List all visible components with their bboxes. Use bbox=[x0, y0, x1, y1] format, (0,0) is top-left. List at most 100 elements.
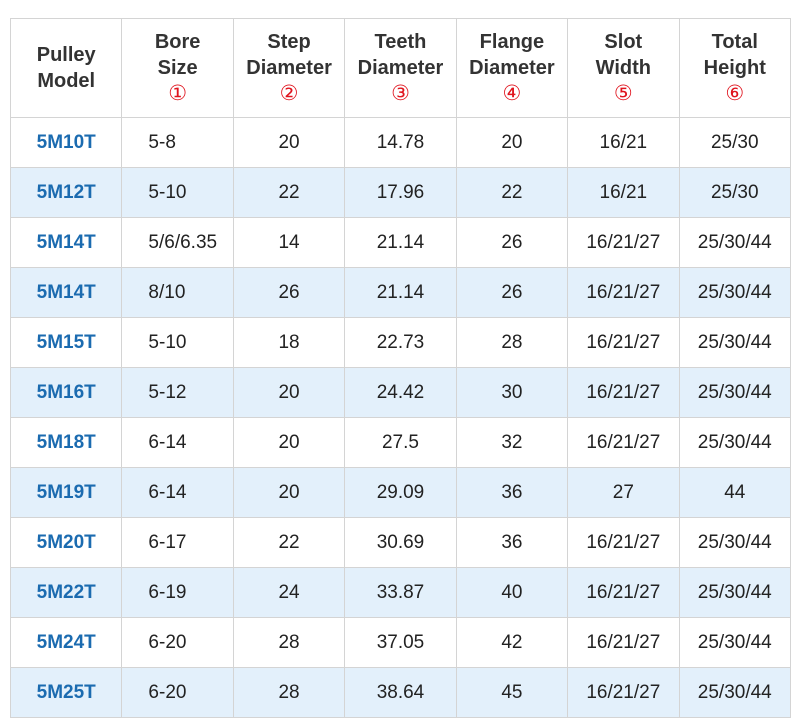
table-cell: 26 bbox=[232, 267, 346, 318]
model-cell: 5M19T bbox=[9, 467, 123, 518]
table-cell: 17.96 bbox=[344, 167, 457, 218]
column-header: Flange Diameter ④ bbox=[455, 18, 569, 118]
table-cell: 6-20 bbox=[121, 667, 234, 718]
table-cell: 14 bbox=[232, 217, 346, 268]
table-row: 5M19T 6-14 20 29.09 36 27 44 bbox=[9, 467, 792, 518]
column-number-marker: ⑤ bbox=[613, 82, 633, 105]
column-header: Bore Size ① bbox=[121, 18, 234, 118]
table-cell: 16/21/27 bbox=[567, 417, 680, 468]
table-cell: 22.73 bbox=[344, 317, 457, 368]
model-cell: 5M10T bbox=[9, 117, 123, 168]
table-cell: 8/10 bbox=[121, 267, 234, 318]
column-header: Pulley Model bbox=[9, 18, 123, 118]
table-cell: 21.14 bbox=[344, 267, 457, 318]
model-cell: 5M16T bbox=[9, 367, 123, 418]
table-cell: 37.05 bbox=[344, 617, 457, 668]
table-cell: 16/21/27 bbox=[567, 667, 680, 718]
table-cell: 22 bbox=[232, 517, 346, 568]
model-cell: 5M22T bbox=[9, 567, 123, 618]
table-cell: 25/30/44 bbox=[678, 517, 792, 568]
table-cell: 27 bbox=[567, 467, 680, 518]
header-label: Diameter bbox=[469, 57, 555, 79]
header-label: Height bbox=[703, 57, 766, 79]
table-cell: 25/30/44 bbox=[678, 317, 792, 368]
table-row: 5M25T 6-20 28 38.64 45 16/21/27 25/30/44 bbox=[9, 667, 792, 718]
table-cell: 6-17 bbox=[121, 517, 234, 568]
table-cell: 20 bbox=[232, 367, 346, 418]
header-label: Diameter bbox=[357, 57, 444, 79]
table-cell: 33.87 bbox=[344, 567, 457, 618]
header-label: Size bbox=[157, 57, 198, 79]
table-cell: 20 bbox=[232, 117, 346, 168]
model-cell: 5M24T bbox=[9, 617, 123, 668]
table-cell: 16/21 bbox=[567, 117, 680, 168]
table-cell: 28 bbox=[455, 317, 569, 368]
column-number-marker: ① bbox=[168, 82, 188, 105]
table-cell: 5-12 bbox=[121, 367, 234, 418]
table-row: 5M20T 6-17 22 30.69 36 16/21/27 25/30/44 bbox=[9, 517, 792, 568]
table-cell: 25/30 bbox=[678, 167, 792, 218]
table-cell: 16/21/27 bbox=[567, 617, 680, 668]
table-row: 5M14T 8/10 26 21.14 26 16/21/27 25/30/44 bbox=[9, 267, 792, 318]
table-cell: 22 bbox=[232, 167, 346, 218]
header-label: Bore bbox=[154, 31, 201, 53]
table-cell: 42 bbox=[455, 617, 569, 668]
table-cell: 30 bbox=[455, 367, 569, 418]
header-row: Pulley Model Bore Size ① Step Diameter ② Teeth Di… bbox=[9, 18, 792, 118]
header-label: Flange bbox=[479, 31, 545, 53]
table-cell: 30.69 bbox=[344, 517, 457, 568]
table-cell: 25/30/44 bbox=[678, 617, 792, 668]
table-cell: 16/21/27 bbox=[567, 367, 680, 418]
column-number-marker: ③ bbox=[391, 82, 410, 105]
table-cell: 25/30/44 bbox=[678, 367, 792, 418]
table-cell: 20 bbox=[455, 117, 569, 168]
model-cell: 5M25T bbox=[9, 667, 123, 718]
table-cell: 25/30/44 bbox=[678, 417, 792, 468]
table-cell: 26 bbox=[455, 267, 569, 318]
table-cell: 5-10 bbox=[121, 167, 234, 218]
table-cell: 27.5 bbox=[344, 417, 457, 468]
table-cell: 25/30 bbox=[678, 117, 792, 168]
table-cell: 16/21/27 bbox=[567, 567, 680, 618]
table-row: 5M18T 6-14 20 27.5 32 16/21/27 25/30/44 bbox=[9, 417, 792, 468]
table-cell: 24.42 bbox=[344, 367, 457, 418]
table-cell: 32 bbox=[455, 417, 569, 468]
column-number-marker: ② bbox=[279, 82, 299, 105]
table-cell: 28 bbox=[232, 617, 346, 668]
table-cell: 25/30/44 bbox=[678, 567, 792, 618]
table-cell: 18 bbox=[232, 317, 346, 368]
model-cell: 5M18T bbox=[9, 417, 123, 468]
table-cell: 36 bbox=[455, 467, 569, 518]
table-cell: 5-10 bbox=[121, 317, 234, 368]
header-label: Slot bbox=[604, 31, 643, 53]
table-cell: 22 bbox=[455, 167, 569, 218]
model-cell: 5M14T bbox=[9, 267, 123, 318]
column-header: Slot Width ⑤ bbox=[567, 18, 680, 118]
table-cell: 16/21/27 bbox=[567, 217, 680, 268]
table-cell: 6-20 bbox=[121, 617, 234, 668]
table-cell: 14.78 bbox=[344, 117, 457, 168]
table-cell: 25/30/44 bbox=[678, 267, 792, 318]
table-cell: 5-8 bbox=[121, 117, 234, 168]
table-cell: 25/30/44 bbox=[678, 217, 792, 268]
table-cell: 20 bbox=[232, 467, 346, 518]
table-row: 5M24T 6-20 28 37.05 42 16/21/27 25/30/44 bbox=[9, 617, 792, 668]
header-label: Step bbox=[267, 31, 311, 53]
table-cell: 16/21/27 bbox=[567, 267, 680, 318]
header-label: Teeth bbox=[374, 31, 427, 53]
table-cell: 36 bbox=[455, 517, 569, 568]
table-row: 5M12T 5-10 22 17.96 22 16/21 25/30 bbox=[9, 167, 792, 218]
table-cell: 24 bbox=[232, 567, 346, 618]
table-cell: 44 bbox=[678, 467, 792, 518]
header-label: Diameter bbox=[246, 57, 332, 79]
table-row: 5M15T 5-10 18 22.73 28 16/21/27 25/30/44 bbox=[9, 317, 792, 368]
table-cell: 40 bbox=[455, 567, 569, 618]
table-cell: 29.09 bbox=[344, 467, 457, 518]
table-cell: 38.64 bbox=[344, 667, 457, 718]
table-cell: 6-14 bbox=[121, 467, 234, 518]
model-cell: 5M15T bbox=[9, 317, 123, 368]
header-label: Width bbox=[595, 57, 651, 79]
model-cell: 5M14T bbox=[9, 217, 123, 268]
table-cell: 26 bbox=[455, 217, 569, 268]
column-header: Step Diameter ② bbox=[232, 18, 346, 118]
